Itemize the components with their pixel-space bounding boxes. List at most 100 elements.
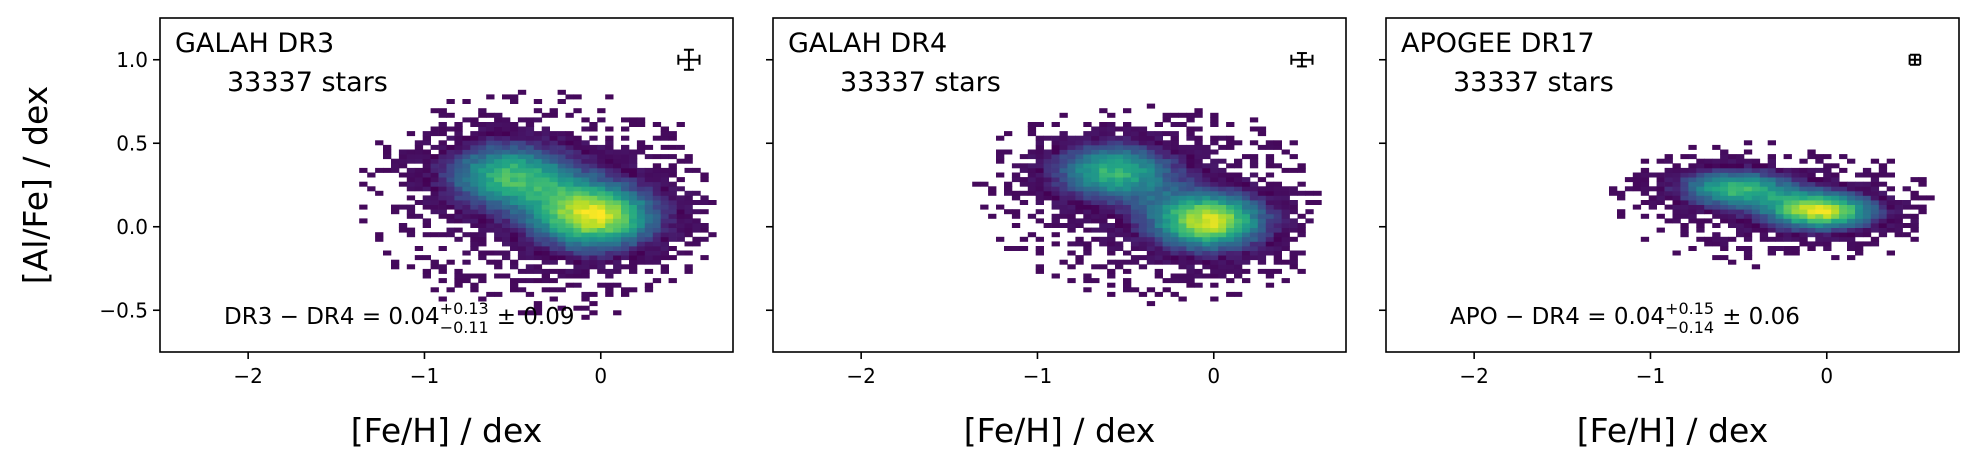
density-bin <box>1075 218 1084 224</box>
density-bin <box>573 232 582 238</box>
density-bin <box>1273 181 1282 187</box>
density-bin <box>557 250 566 256</box>
density-bin <box>1664 190 1673 196</box>
density-bin <box>478 172 487 178</box>
density-bin <box>1855 172 1864 178</box>
density-bin <box>1839 204 1848 210</box>
density-bin <box>1918 181 1927 187</box>
density-bin <box>1672 177 1681 183</box>
density-bin <box>636 259 646 265</box>
density-bin <box>494 126 503 132</box>
density-bin <box>1775 236 1784 242</box>
density-bin <box>621 232 630 238</box>
density-bin <box>1226 209 1235 215</box>
density-bin <box>1123 158 1132 164</box>
density-bin <box>517 149 527 155</box>
density-bin <box>613 268 622 274</box>
density-bin <box>1123 259 1132 265</box>
density-bin <box>1799 227 1808 233</box>
density-bin <box>605 172 614 178</box>
stat-prefix: DR3 − DR4 = 0.04 <box>224 304 440 330</box>
density-bin <box>1775 200 1784 205</box>
density-bin <box>1712 181 1721 187</box>
density-bin <box>1767 167 1776 173</box>
density-bin <box>470 218 479 224</box>
density-bin <box>1043 186 1052 192</box>
density-bin <box>1648 204 1657 210</box>
density-bin <box>1743 250 1753 256</box>
density-bin <box>510 158 519 164</box>
density-bin <box>1791 218 1800 224</box>
density-bin <box>1273 209 1282 215</box>
density-bin <box>1249 181 1259 187</box>
density-bin <box>1210 140 1219 146</box>
density-bin <box>1767 140 1776 146</box>
density-bin <box>1759 190 1769 196</box>
density-bin <box>517 154 527 160</box>
density-bin <box>549 255 558 261</box>
density-bin <box>1807 218 1816 224</box>
density-bin <box>1743 232 1753 238</box>
density-bin <box>589 126 598 132</box>
density-bin <box>692 218 701 224</box>
density-bin <box>541 144 550 150</box>
density-bin <box>1115 241 1124 247</box>
density-bin <box>1218 172 1227 178</box>
density-bin <box>1226 236 1235 242</box>
density-bin <box>1202 255 1211 261</box>
density-bin <box>629 149 638 155</box>
density-bin <box>589 291 598 297</box>
density-bin <box>1107 236 1116 242</box>
density-bin <box>406 186 416 192</box>
density-bin <box>1083 131 1092 137</box>
density-bin <box>1083 278 1092 284</box>
density-bin <box>1855 218 1864 224</box>
density-bin <box>1257 255 1267 261</box>
density-bin <box>581 163 590 169</box>
density-bin <box>1289 250 1298 256</box>
density-bin <box>1870 177 1880 183</box>
density-bin <box>1083 241 1092 247</box>
density-bin <box>1720 209 1729 215</box>
density-bin <box>1736 204 1745 210</box>
density-bin <box>1281 204 1290 210</box>
density-bin <box>597 158 606 164</box>
density-bin <box>486 195 495 201</box>
density-bin <box>1194 140 1203 146</box>
density-bin <box>1226 122 1235 127</box>
density-bin <box>652 177 662 183</box>
density-bin <box>1807 154 1816 160</box>
density-bin <box>446 213 455 219</box>
density-bin <box>1194 268 1203 274</box>
density-bin <box>1257 126 1267 132</box>
density-bin <box>573 140 582 146</box>
density-bin <box>1146 287 1156 293</box>
density-bin <box>406 158 416 164</box>
density-heatmap <box>972 103 1322 307</box>
panel-galah-dr3: −2 −1 0 −0.50.00.51.0 GALAH DR3 33337 star… <box>16 17 734 450</box>
density-bin <box>629 232 638 238</box>
density-bin <box>1720 200 1729 205</box>
density-bin <box>1115 172 1124 178</box>
density-bin <box>557 149 566 155</box>
density-bin <box>1847 246 1856 251</box>
density-bin <box>462 154 471 160</box>
density-bin <box>414 181 424 187</box>
density-bin <box>510 213 519 219</box>
density-bin <box>510 246 519 251</box>
density-bin <box>414 140 424 146</box>
density-bin <box>1186 172 1195 178</box>
density-bin <box>1091 227 1100 233</box>
density-bin <box>1712 158 1721 164</box>
density-bin <box>629 255 638 261</box>
density-bin <box>1759 227 1769 233</box>
density-bin <box>1099 213 1108 219</box>
density-bin <box>1234 264 1243 270</box>
density-bin <box>1743 186 1753 192</box>
density-bin <box>589 227 598 233</box>
density-bin <box>1265 190 1275 196</box>
density-bin <box>517 89 527 95</box>
density-bin <box>1862 186 1872 192</box>
density-bin <box>557 204 566 210</box>
density-bin <box>525 204 535 210</box>
